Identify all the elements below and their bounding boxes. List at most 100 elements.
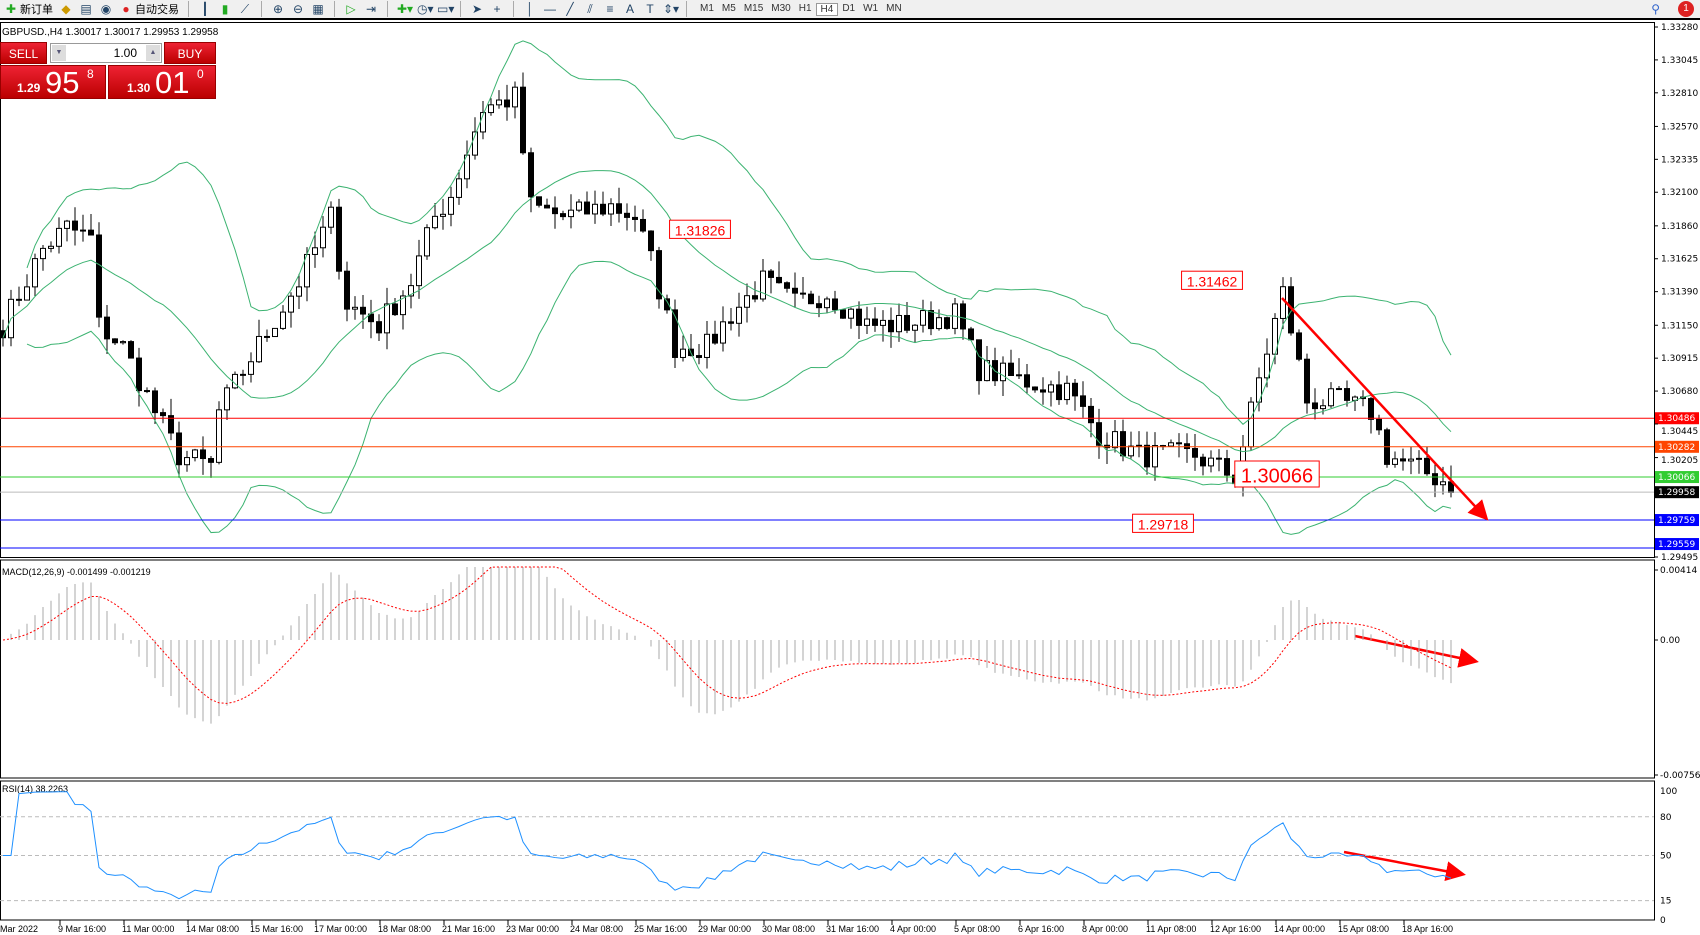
price-axis-label: 1.31390: [1661, 288, 1698, 298]
zoom-in-icon[interactable]: ⊕: [272, 2, 284, 16]
candle-body: [520, 86, 526, 154]
candle-body: [568, 209, 574, 218]
candle-body: [1064, 382, 1070, 401]
candle-body: [1208, 457, 1214, 467]
candle-body: [456, 178, 462, 198]
candle-body: [320, 226, 326, 249]
chart-shift-icon[interactable]: ⇥: [365, 2, 377, 16]
chart-area[interactable]: 1.304861.302821.300661.299581.297591.295…: [0, 22, 1700, 935]
price-tag-label: 1.29559: [1658, 540, 1695, 550]
candle-body: [1392, 458, 1398, 465]
timeframe-m15[interactable]: M15: [743, 2, 764, 14]
bollinger-middle: [2, 170, 1452, 453]
lot-size-input[interactable]: 1.00: [50, 43, 162, 63]
timeframe-h4[interactable]: H4: [815, 2, 839, 16]
horizontal-line-icon[interactable]: —: [544, 2, 556, 16]
time-axis-label: 18 Apr 16:00: [1402, 924, 1453, 934]
periods-icon[interactable]: ◷▾: [417, 2, 434, 16]
rsi-scale-label: 0: [1660, 916, 1666, 926]
candle-body: [472, 131, 478, 156]
candlestick-icon[interactable]: ▮: [221, 2, 229, 16]
zoom-out-icon[interactable]: ⊖: [292, 2, 304, 16]
candle-body: [1216, 457, 1222, 460]
price-axis-label: 1.30680: [1661, 387, 1698, 397]
templates-icon[interactable]: ▭▾: [437, 2, 455, 16]
line-chart-icon[interactable]: ⟋: [240, 2, 250, 16]
bid-price-button[interactable]: 1.29 95 8: [0, 65, 106, 100]
candle-body: [720, 321, 726, 344]
signal-icon[interactable]: ◉: [100, 2, 112, 16]
candle-body: [1016, 374, 1022, 377]
candle-body: [984, 360, 990, 382]
candle-body: [584, 201, 590, 215]
candle-body: [736, 306, 742, 324]
candle-body: [840, 309, 846, 319]
ask-prefix: 1.30: [127, 81, 151, 95]
lot-increase-button[interactable]: ▲: [146, 45, 160, 61]
candle-body: [672, 309, 678, 358]
ask-price-button[interactable]: 1.30 01 0: [108, 65, 216, 100]
candle-body: [376, 321, 382, 334]
fibonacci-icon[interactable]: ≡: [606, 2, 614, 16]
candle-body: [760, 270, 766, 300]
candle-body: [640, 218, 646, 232]
candle-body: [800, 292, 806, 295]
tile-windows-icon[interactable]: ▦: [312, 2, 324, 16]
timeframe-d1[interactable]: D1: [842, 2, 856, 14]
trend-arrow: [1354, 634, 1479, 668]
time-axis-label: 15 Mar 16:00: [250, 924, 303, 934]
candle-body: [896, 314, 902, 333]
candle-body: [192, 449, 198, 459]
text-icon[interactable]: A: [625, 2, 634, 16]
sell-button[interactable]: SELL: [0, 42, 47, 64]
candle-body: [512, 86, 518, 108]
price-callout: 1.30066: [1241, 466, 1313, 488]
candle-body: [648, 230, 654, 252]
printer-icon[interactable]: ▤: [80, 2, 92, 16]
candle-body: [24, 286, 30, 301]
arrows-icon[interactable]: ⇕▾: [663, 2, 680, 16]
auto-scroll-icon[interactable]: ▷: [346, 2, 356, 16]
indicators-icon[interactable]: ✚▾: [397, 2, 414, 16]
candle-body: [960, 303, 966, 330]
equidistant-channel-icon[interactable]: ⫽: [587, 2, 593, 16]
tag-icon[interactable]: ◆: [61, 2, 71, 16]
candle-body: [184, 457, 190, 466]
timeframe-w1[interactable]: W1: [863, 2, 879, 14]
candle-body: [1400, 458, 1406, 462]
price-axis-label: 1.32570: [1661, 122, 1698, 132]
cursor-icon[interactable]: ➤: [471, 2, 483, 16]
notification-badge[interactable]: 1: [1678, 1, 1694, 17]
price-tag: [1655, 538, 1699, 551]
candle-body: [1152, 445, 1158, 468]
crosshair-icon[interactable]: +: [493, 2, 501, 16]
candle-body: [848, 308, 854, 319]
candle-body: [416, 255, 422, 287]
candle-body: [968, 328, 974, 341]
trendline-icon[interactable]: ╱: [566, 2, 574, 16]
candle-body: [768, 270, 774, 278]
price-tag-label: 1.30486: [1658, 414, 1695, 424]
text-label-icon[interactable]: T: [646, 2, 654, 16]
timeframe-m5[interactable]: M5: [721, 2, 736, 14]
lot-decrease-button[interactable]: ▼: [52, 45, 66, 61]
time-axis-label: 15 Apr 08:00: [1338, 924, 1389, 934]
time-axis-label: 14 Mar 08:00: [186, 924, 239, 934]
timeframe-m1[interactable]: M1: [700, 2, 714, 14]
auto-trading-button[interactable]: ● 自动交易: [119, 1, 179, 17]
candle-body: [120, 341, 126, 344]
buy-button[interactable]: BUY: [164, 42, 216, 64]
timeframe-h1[interactable]: H1: [798, 2, 812, 14]
candle-body: [488, 104, 494, 114]
vertical-line-icon[interactable]: │: [526, 2, 534, 16]
price-axis-label: 1.31625: [1661, 255, 1698, 265]
search-icon[interactable]: ⚲: [1651, 2, 1660, 16]
price-callout-box: [1234, 460, 1320, 488]
bar-chart-icon[interactable]: ┃: [201, 2, 209, 16]
time-axis-label: 21 Mar 16:00: [442, 924, 495, 934]
candle-body: [728, 321, 734, 324]
timeframe-m30[interactable]: M30: [771, 2, 791, 14]
new-order-button[interactable]: ✚ 新订单: [5, 2, 53, 16]
candle-body: [424, 227, 430, 257]
timeframe-mn[interactable]: MN: [886, 2, 902, 14]
